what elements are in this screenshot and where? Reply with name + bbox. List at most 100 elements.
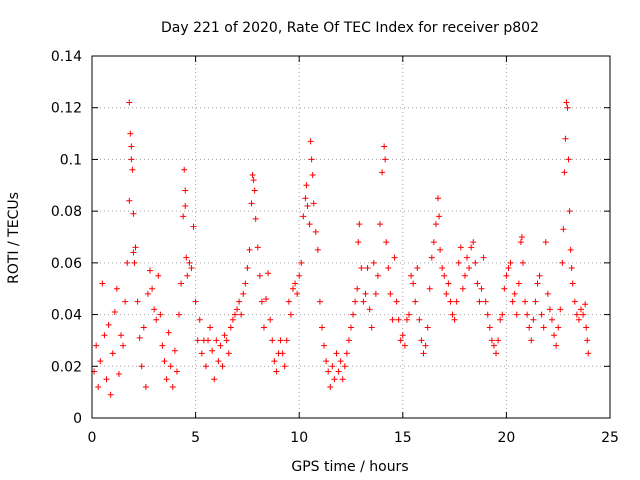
data-point [198,350,205,357]
data-point [564,104,571,111]
data-point [128,156,135,163]
data-point [223,337,230,344]
data-point [472,259,479,266]
data-point [455,259,462,266]
data-point [207,324,214,331]
data-point [451,316,458,323]
data-point [484,311,491,318]
data-point [488,337,495,344]
data-point [296,272,303,279]
data-point [551,332,558,339]
data-point [449,311,456,318]
data-point [538,311,545,318]
data-point [107,391,114,398]
data-point [350,311,357,318]
data-point [513,311,520,318]
data-point [339,376,346,383]
data-point [327,383,334,390]
y-tick-label: 0.12 [51,101,82,117]
data-point [287,311,294,318]
data-point [292,280,299,287]
data-point [362,290,369,297]
data-point [312,228,319,235]
data-point [246,246,253,253]
data-point [182,187,189,194]
data-point [585,350,592,357]
data-point [105,321,112,328]
data-point [231,311,238,318]
data-point [354,285,361,292]
data-point [236,298,243,305]
data-point [377,221,384,228]
data-point [316,298,323,305]
data-point [561,169,568,176]
data-point [493,350,500,357]
data-point [242,280,249,287]
data-point [118,332,125,339]
data-point [205,337,212,344]
data-point [258,298,265,305]
data-point [155,272,162,279]
data-point [182,202,189,209]
grid-layer [92,56,610,418]
data-point [221,332,228,339]
data-point [249,171,256,178]
data-point [163,376,170,383]
data-point [234,306,241,313]
data-point [176,311,183,318]
data-point [263,296,270,303]
x-tick-label: 0 [88,430,97,446]
data-point [453,298,460,305]
data-point [281,363,288,370]
data-point [544,290,551,297]
data-point [271,358,278,365]
data-point [115,371,122,378]
data-point [256,272,263,279]
data-point [260,324,267,331]
data-point [309,171,316,178]
data-point [515,280,522,287]
data-point [120,342,127,349]
plot-frame [91,55,611,419]
data-point [134,298,141,305]
data-point [568,265,575,272]
data-point [560,226,567,233]
data-point [563,99,570,106]
data-point [583,324,590,331]
data-point [499,311,506,318]
data-point [300,213,307,220]
data-point [389,316,396,323]
data-point [314,246,321,253]
data-point [93,342,100,349]
data-point [161,358,168,365]
data-point [132,244,139,251]
data-point [151,306,158,313]
data-point [167,363,174,370]
data-point [428,254,435,261]
data-point [562,135,569,142]
data-point [157,311,164,318]
data-point [524,311,531,318]
data-point [540,324,547,331]
data-point [136,334,143,341]
data-point [95,383,102,390]
data-point [555,324,562,331]
data-point [337,358,344,365]
data-point [381,143,388,150]
y-tick-label: 0.06 [51,256,82,272]
data-point [430,239,437,246]
data-point [368,324,375,331]
data-point [308,156,315,163]
data-point [526,324,533,331]
y-tick-label: 0.02 [51,359,82,375]
data-point [495,337,502,344]
data-point [97,358,104,365]
data-point [474,280,481,287]
data-point [250,177,257,184]
data-point [486,324,493,331]
data-point [379,169,386,176]
data-point [461,272,468,279]
data-point [147,267,154,274]
data-point [382,156,389,163]
data-point [470,239,477,246]
